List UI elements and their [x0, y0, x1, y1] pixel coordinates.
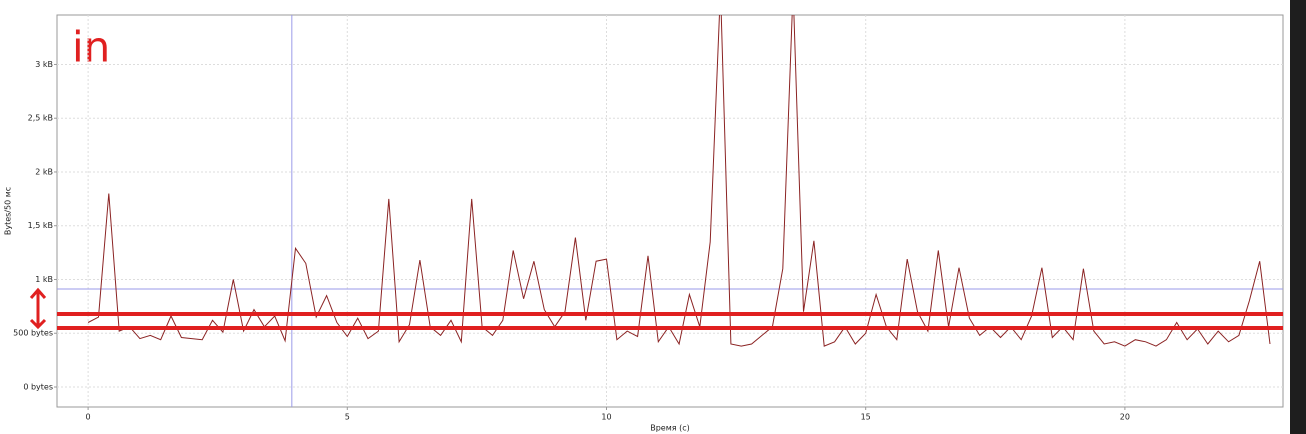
annotation: in — [72, 23, 110, 72]
data-line — [87, 15, 1271, 347]
y-tick-label: 1,5 kB — [28, 221, 53, 230]
y-tick-label: 2 kB — [35, 167, 53, 176]
x-tick-label: 20 — [1120, 413, 1130, 422]
y-tick-label: 500 bytes — [13, 329, 53, 338]
y-axis-label: Bytes/50 мс — [4, 187, 13, 235]
y-tick-label: 1 kB — [35, 275, 53, 284]
x-tick-label: 15 — [861, 413, 871, 422]
plot-area — [57, 15, 1283, 407]
x-tick-label: 5 — [345, 413, 350, 422]
x-tick-label: 0 — [86, 413, 91, 422]
y-tick-label: 3 kB — [35, 60, 53, 69]
x-tick-label: 10 — [601, 413, 611, 422]
plot-frame — [56, 14, 1284, 408]
x-axis-label: Время (с) — [650, 424, 690, 433]
y-tick-label: 2,5 kB — [28, 114, 53, 123]
y-tick-label: 0 bytes — [23, 383, 53, 392]
arrow — [29, 287, 47, 330]
side-panel — [1290, 0, 1306, 434]
